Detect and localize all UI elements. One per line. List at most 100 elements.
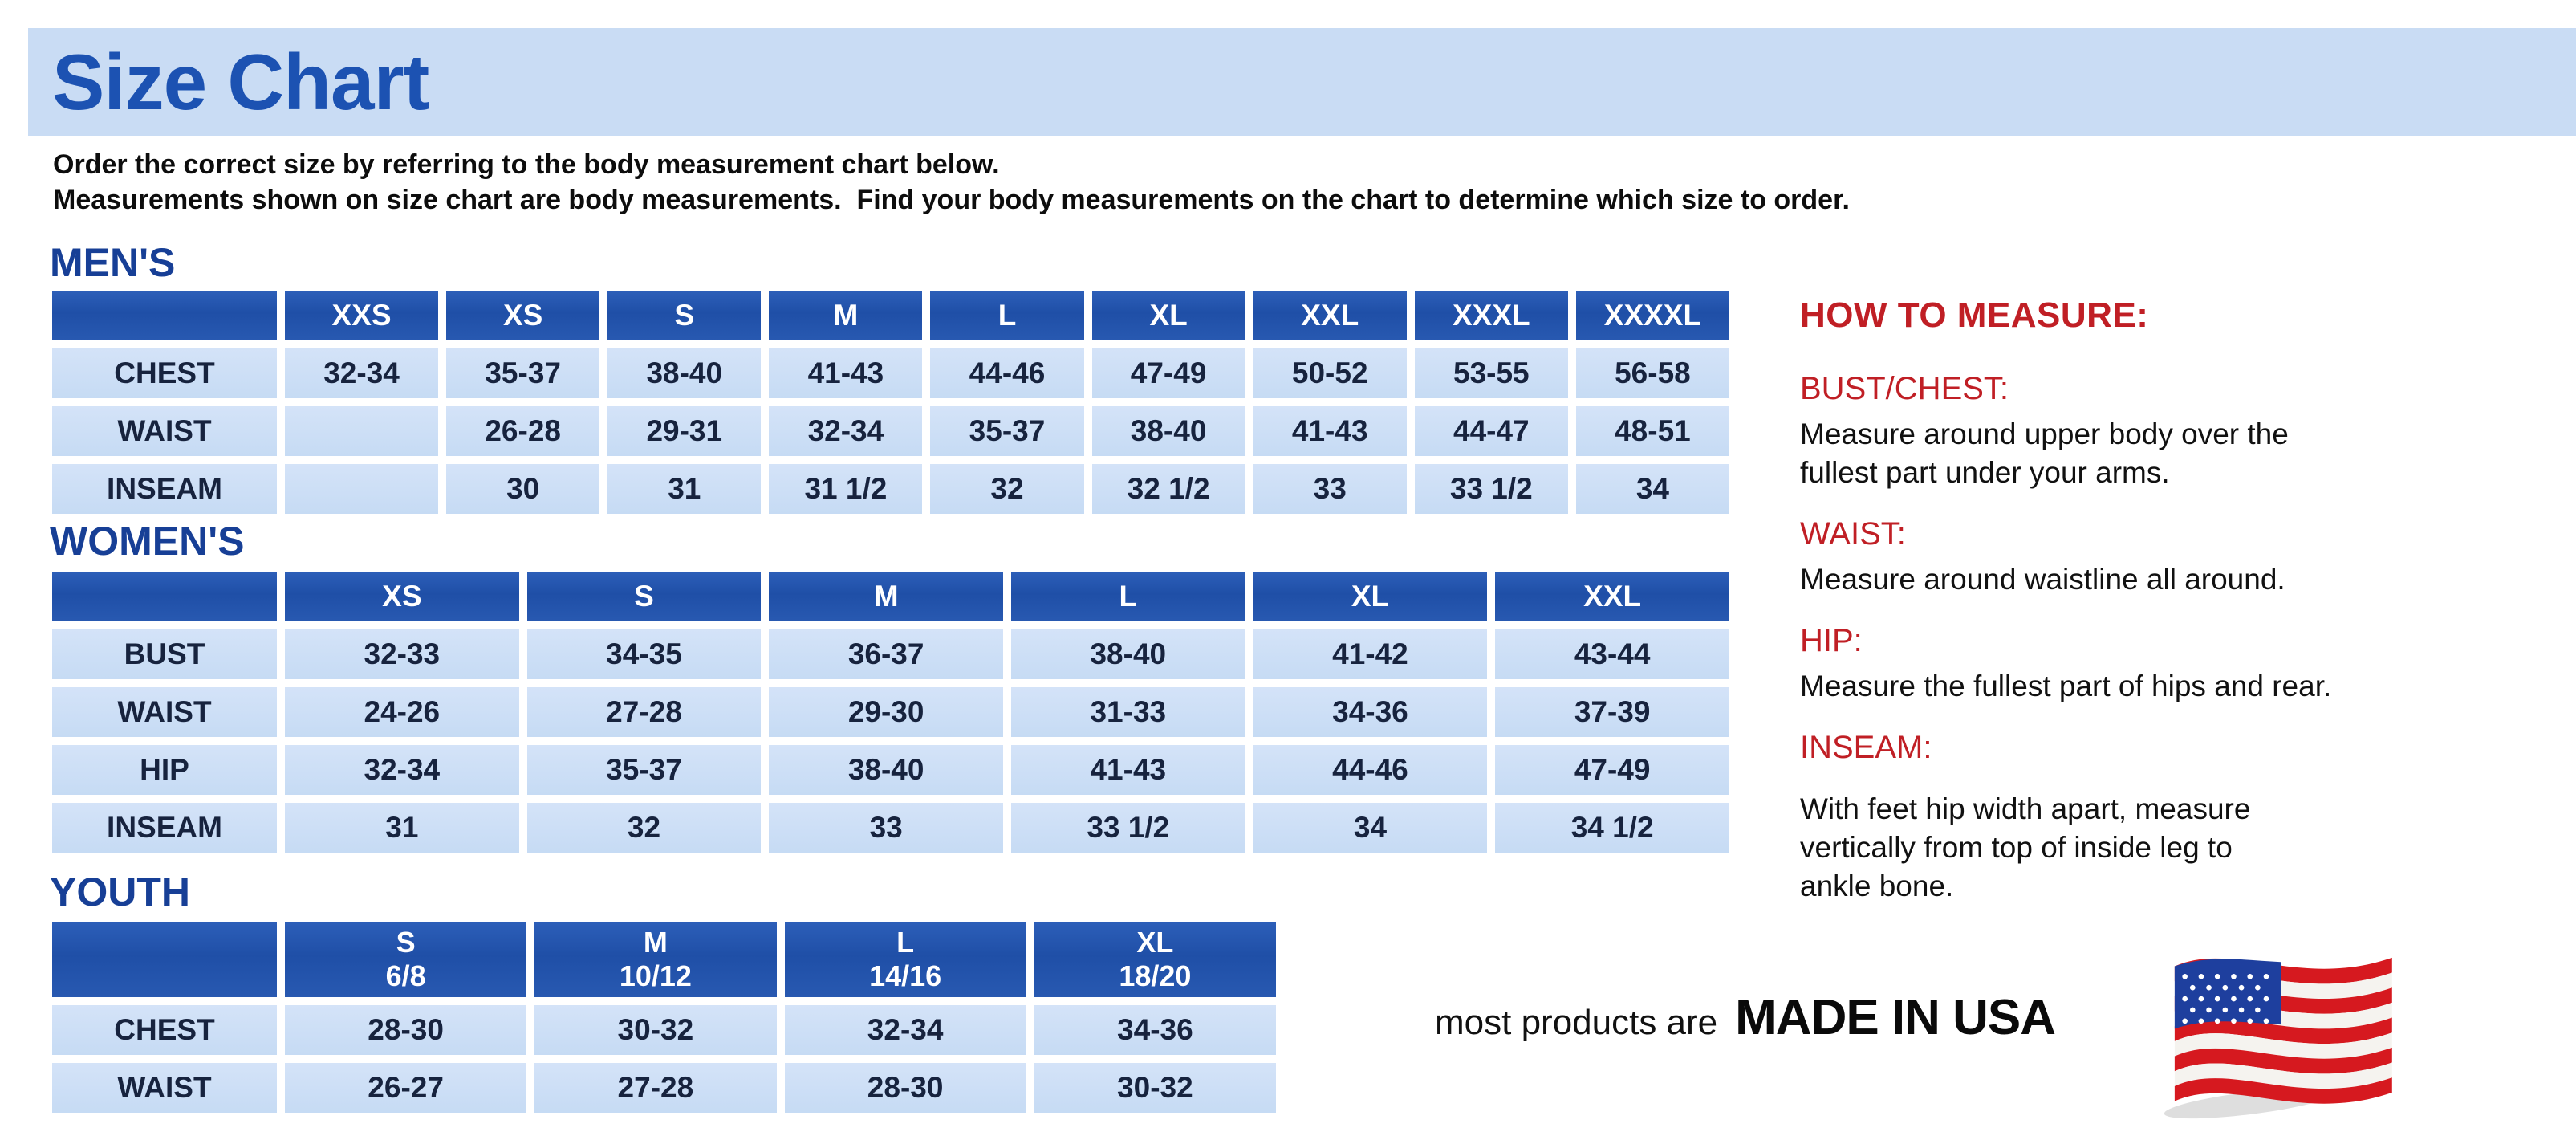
size-cell: 32-34 xyxy=(285,348,439,398)
size-cell: 34 xyxy=(1253,803,1488,853)
size-cell: 33 1/2 xyxy=(1414,464,1568,514)
size-cell xyxy=(285,406,439,456)
size-cell: 31 1/2 xyxy=(769,464,923,514)
measure-row-label: HIP xyxy=(52,745,277,795)
size-cell: 38-40 xyxy=(1010,629,1245,679)
measure-row: CHEST 28-30 30-32 32-34 34-36 xyxy=(52,1005,1276,1055)
size-column-header: M 10/12 xyxy=(534,922,777,997)
made-in-usa-text: MADE IN USA xyxy=(1735,990,2056,1045)
size-cell: 31 xyxy=(285,803,519,853)
size-column-header: XL xyxy=(1091,291,1245,340)
made-in-usa-line: most products are MADE IN USA xyxy=(1435,989,2056,1046)
size-cell: 56-58 xyxy=(1575,348,1729,398)
size-cell: 33 xyxy=(1253,464,1407,514)
size-cell: 32 xyxy=(526,803,762,853)
size-cell: 37-39 xyxy=(1495,687,1729,737)
size-cell: 30 xyxy=(446,464,600,514)
size-cell: 34-35 xyxy=(526,629,762,679)
size-cell xyxy=(285,464,439,514)
size-cell: 47-49 xyxy=(1495,745,1729,795)
measure-instruction-label: INSEAM: xyxy=(1800,730,1932,765)
made-in-usa-prefix: most products are xyxy=(1435,1003,1718,1042)
size-column-header: L xyxy=(1010,572,1245,621)
womens-size-table: XS S M L XL XXL BUST 32-33 34-35 36-37 38-40 41-42 4… xyxy=(44,564,1737,861)
size-column-header: XXL xyxy=(1495,572,1729,621)
size-cell: 26-28 xyxy=(446,406,600,456)
size-column-header: L xyxy=(930,291,1084,340)
size-column-header: XXXXL xyxy=(1575,291,1729,340)
size-column-header: S 6/8 xyxy=(285,922,527,997)
size-cell: 28-30 xyxy=(285,1005,527,1055)
size-cell: 27-28 xyxy=(526,687,762,737)
size-cell: 32-34 xyxy=(769,406,923,456)
title-banner: Size Chart xyxy=(28,28,2576,136)
size-cell: 44-46 xyxy=(930,348,1084,398)
measure-instruction: HIP: Measure the fullest part of hips and… xyxy=(1800,623,2554,706)
size-cell: 30-32 xyxy=(534,1005,777,1055)
size-cell: 53-55 xyxy=(1414,348,1568,398)
page-title: Size Chart xyxy=(52,38,429,126)
womens-section-heading: WOMEN'S xyxy=(50,519,245,564)
size-cell: 34 1/2 xyxy=(1495,803,1729,853)
size-cell: 41-43 xyxy=(1253,406,1407,456)
size-cell: 29-31 xyxy=(607,406,762,456)
measure-row: WAIST 26-27 27-28 28-30 30-32 xyxy=(52,1063,1276,1113)
size-cell: 34 xyxy=(1575,464,1729,514)
intro-text: Order the correct size by referring to t… xyxy=(53,149,1850,215)
size-column-header: XL 18/20 xyxy=(1034,922,1276,997)
header-row: XS S M L XL XXL xyxy=(52,572,1729,621)
measure-instruction-text: Measure the fullest part of hips and rea… xyxy=(1800,670,2332,702)
corner-cell xyxy=(52,572,277,621)
corner-cell xyxy=(52,922,277,997)
measure-row-label: BUST xyxy=(52,629,277,679)
measure-instruction-text: With feet hip width apart, measure vertic… xyxy=(1800,792,2251,902)
measure-row-label: CHEST xyxy=(52,1005,277,1055)
mens-size-table: XXS XS S M L XL XXL XXXL XXXXL CHEST 32-34 35-37 38-… xyxy=(44,283,1737,522)
size-cell: 41-42 xyxy=(1253,629,1488,679)
measure-instruction-label: HIP: xyxy=(1800,623,1863,658)
size-column-header: XXS xyxy=(285,291,439,340)
size-cell: 41-43 xyxy=(1010,745,1245,795)
size-cell: 31-33 xyxy=(1010,687,1245,737)
size-column-header: S xyxy=(526,572,762,621)
measure-row-label: INSEAM xyxy=(52,464,277,514)
header-row: XXS XS S M L XL XXL XXXL XXXXL xyxy=(52,291,1729,340)
size-cell: 47-49 xyxy=(1091,348,1245,398)
size-cell: 24-26 xyxy=(285,687,519,737)
size-column-header: L 14/16 xyxy=(784,922,1026,997)
size-cell: 32 1/2 xyxy=(1091,464,1245,514)
corner-cell xyxy=(52,291,277,340)
measure-instruction-label: WAIST: xyxy=(1800,516,1906,552)
size-cell: 33 xyxy=(769,803,1003,853)
measure-row-label: WAIST xyxy=(52,406,277,456)
measure-row-label: WAIST xyxy=(52,687,277,737)
size-cell: 31 xyxy=(607,464,762,514)
size-cell: 34-36 xyxy=(1034,1005,1276,1055)
us-flag-icon xyxy=(2151,923,2407,1124)
size-cell: 38-40 xyxy=(607,348,762,398)
how-to-measure-heading: HOW TO MEASURE: xyxy=(1800,295,2149,335)
measure-row: WAIST 26-28 29-31 32-34 35-37 38-40 41-43 44-47… xyxy=(52,406,1729,456)
size-column-header: M xyxy=(769,572,1003,621)
size-cell: 32-34 xyxy=(285,745,519,795)
size-cell: 38-40 xyxy=(1091,406,1245,456)
how-to-measure-section: HOW TO MEASURE: BUST/CHEST: Measure aroun… xyxy=(1800,295,2554,930)
measure-instruction-label: BUST/CHEST: xyxy=(1800,371,2009,406)
size-cell: 33 1/2 xyxy=(1010,803,1245,853)
measure-row-label: CHEST xyxy=(52,348,277,398)
measure-instruction-text: Measure around waistline all around. xyxy=(1800,563,2285,596)
size-cell: 44-47 xyxy=(1414,406,1568,456)
size-cell: 30-32 xyxy=(1034,1063,1276,1113)
size-cell: 32-33 xyxy=(285,629,519,679)
size-cell: 32-34 xyxy=(784,1005,1026,1055)
size-cell: 29-30 xyxy=(769,687,1003,737)
size-cell: 48-51 xyxy=(1575,406,1729,456)
measure-row: BUST 32-33 34-35 36-37 38-40 41-42 43-44 xyxy=(52,629,1729,679)
size-column-header: S xyxy=(607,291,762,340)
size-cell: 32 xyxy=(930,464,1084,514)
size-cell: 28-30 xyxy=(784,1063,1026,1113)
size-cell: 43-44 xyxy=(1495,629,1729,679)
how-to-measure-items: BUST/CHEST: Measure around upper body ove… xyxy=(1800,371,2554,906)
size-cell: 50-52 xyxy=(1253,348,1407,398)
measure-row: CHEST 32-34 35-37 38-40 41-43 44-46 47-49 50-52… xyxy=(52,348,1729,398)
